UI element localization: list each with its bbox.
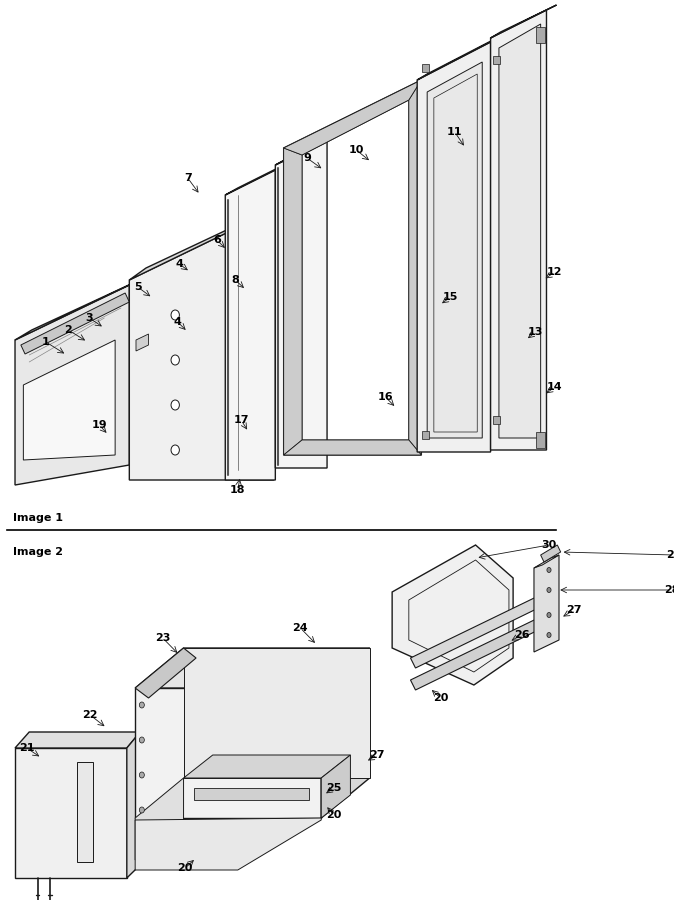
Polygon shape xyxy=(537,432,545,448)
Polygon shape xyxy=(225,170,275,480)
Text: 14: 14 xyxy=(547,382,563,392)
Polygon shape xyxy=(135,648,369,688)
Polygon shape xyxy=(410,612,555,690)
Polygon shape xyxy=(135,688,321,818)
Text: 2: 2 xyxy=(65,325,72,335)
Polygon shape xyxy=(491,10,547,450)
Polygon shape xyxy=(24,340,115,460)
Polygon shape xyxy=(15,277,146,340)
Circle shape xyxy=(547,633,551,637)
Text: 7: 7 xyxy=(184,173,191,183)
Text: 11: 11 xyxy=(447,127,462,137)
Polygon shape xyxy=(427,62,482,438)
Bar xyxy=(493,416,499,424)
Text: 29: 29 xyxy=(667,550,674,560)
Text: 1: 1 xyxy=(42,337,50,347)
Polygon shape xyxy=(321,648,369,818)
Polygon shape xyxy=(135,648,196,698)
Text: 4: 4 xyxy=(174,317,182,327)
Polygon shape xyxy=(537,27,545,43)
Polygon shape xyxy=(321,755,350,818)
Polygon shape xyxy=(15,732,140,748)
Polygon shape xyxy=(284,80,421,155)
Bar xyxy=(422,431,429,439)
Polygon shape xyxy=(77,762,94,862)
Text: 30: 30 xyxy=(541,540,557,550)
Text: 3: 3 xyxy=(86,313,93,323)
Circle shape xyxy=(140,807,144,813)
Polygon shape xyxy=(417,36,501,80)
Polygon shape xyxy=(275,140,327,468)
Text: 24: 24 xyxy=(293,623,308,633)
Bar xyxy=(493,56,499,64)
Polygon shape xyxy=(284,148,302,455)
Circle shape xyxy=(140,737,144,743)
Text: 6: 6 xyxy=(213,235,221,245)
Circle shape xyxy=(140,772,144,778)
Polygon shape xyxy=(21,293,129,354)
Polygon shape xyxy=(417,42,491,452)
Circle shape xyxy=(171,400,179,410)
Circle shape xyxy=(140,702,144,708)
Text: 16: 16 xyxy=(377,392,393,402)
Text: Image 1: Image 1 xyxy=(13,513,63,523)
Circle shape xyxy=(547,613,551,617)
Text: 28: 28 xyxy=(664,585,674,595)
Polygon shape xyxy=(225,163,288,195)
Polygon shape xyxy=(284,440,421,455)
Text: 20: 20 xyxy=(326,810,342,820)
Text: 22: 22 xyxy=(82,710,98,720)
Text: 18: 18 xyxy=(230,485,245,495)
Text: 21: 21 xyxy=(19,743,34,753)
Text: 19: 19 xyxy=(92,420,107,430)
Circle shape xyxy=(171,445,179,455)
Text: Image 2: Image 2 xyxy=(13,547,63,557)
Circle shape xyxy=(547,588,551,592)
Text: 13: 13 xyxy=(528,327,543,337)
Text: 8: 8 xyxy=(231,275,239,285)
Polygon shape xyxy=(499,24,541,438)
Polygon shape xyxy=(392,545,513,685)
Polygon shape xyxy=(15,285,129,485)
Text: 20: 20 xyxy=(177,863,193,873)
Circle shape xyxy=(171,355,179,365)
Polygon shape xyxy=(534,555,559,568)
Text: 4: 4 xyxy=(175,259,183,269)
Text: 23: 23 xyxy=(155,633,171,643)
Text: 15: 15 xyxy=(443,292,458,302)
Text: 10: 10 xyxy=(348,145,364,155)
Bar xyxy=(422,64,429,72)
Text: 25: 25 xyxy=(326,783,342,793)
Polygon shape xyxy=(136,334,148,351)
Text: 27: 27 xyxy=(369,750,385,760)
Polygon shape xyxy=(541,545,561,562)
Text: 5: 5 xyxy=(134,282,142,292)
Polygon shape xyxy=(534,555,559,652)
Polygon shape xyxy=(275,133,340,165)
Polygon shape xyxy=(129,210,274,480)
Text: 27: 27 xyxy=(566,605,582,615)
Polygon shape xyxy=(135,778,183,860)
Circle shape xyxy=(547,568,551,572)
Text: 20: 20 xyxy=(433,693,448,703)
Text: 26: 26 xyxy=(514,630,529,640)
Polygon shape xyxy=(183,648,369,778)
Polygon shape xyxy=(410,590,555,668)
Polygon shape xyxy=(127,732,140,878)
Text: 17: 17 xyxy=(233,415,249,425)
Polygon shape xyxy=(193,788,309,800)
Polygon shape xyxy=(129,200,290,280)
Polygon shape xyxy=(135,818,321,870)
Text: 9: 9 xyxy=(303,153,311,163)
Text: 12: 12 xyxy=(547,267,563,277)
Polygon shape xyxy=(183,755,350,778)
Polygon shape xyxy=(409,80,421,455)
Polygon shape xyxy=(15,748,127,878)
Circle shape xyxy=(171,310,179,320)
Polygon shape xyxy=(491,5,557,38)
